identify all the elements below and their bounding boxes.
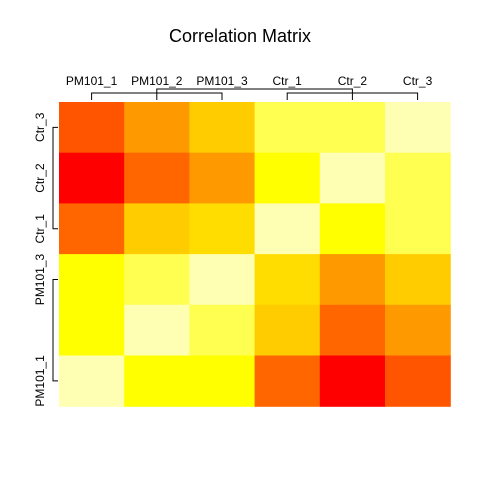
column-label: Ctr_3 <box>403 74 433 88</box>
heatmap-cell-r2-c3 <box>254 203 321 255</box>
column-labels: PM101_1 PM101_2 PM101_3 Ctr_1 Ctr_2 Ctr_3 <box>66 74 433 88</box>
left-dendrogram <box>52 126 58 382</box>
row-labels: Ctr_3 Ctr_2 Ctr_1 PM101_3 PM101_1 <box>33 112 47 406</box>
heatmap-cell-r0-c4 <box>319 102 386 154</box>
column-label: PM101_2 <box>131 74 183 88</box>
heatmap-cell-r4-c2 <box>189 304 256 357</box>
heatmap-cell-r3-c3 <box>254 254 321 306</box>
left-dendrogram-upper-branch <box>52 126 58 230</box>
heatmap-cells <box>59 102 451 407</box>
row-label: Ctr_3 <box>33 112 47 142</box>
heatmap-cell-r0-c5 <box>385 102 451 154</box>
heatmap-cell-r5-c3 <box>254 355 321 407</box>
heatmap-cell-r0-c0 <box>59 102 125 154</box>
heatmap-cell-r3-c4 <box>319 254 386 306</box>
heatmap-cell-r2-c5 <box>385 203 451 255</box>
heatmap-cell-r2-c2 <box>189 203 256 255</box>
column-label: Ctr_1 <box>273 74 303 88</box>
heatmap-cell-r3-c2 <box>189 254 256 306</box>
heatmap-cell-r1-c2 <box>189 152 256 204</box>
heatmap-cell-r2-c0 <box>59 203 125 255</box>
heatmap-cell-r2-c1 <box>124 203 190 255</box>
chart-title: Correlation Matrix <box>169 26 311 46</box>
heatmap-cell-r4-c1 <box>124 304 190 357</box>
left-dendrogram-lower-branch <box>52 278 58 382</box>
heatmap-cell-r0-c2 <box>189 102 256 154</box>
heatmap-cell-r2-c4 <box>319 203 386 255</box>
heatmap-cell-r1-c4 <box>319 152 386 204</box>
heatmap-cell-r5-c0 <box>59 355 125 407</box>
heatmap-cell-r1-c3 <box>254 152 321 204</box>
heatmap-cell-r5-c4 <box>319 355 386 407</box>
heatmap-cell-r5-c5 <box>385 355 451 407</box>
heatmap-cell-r3-c0 <box>59 254 125 306</box>
heatmap-cell-r1-c1 <box>124 152 190 204</box>
column-label: PM101_3 <box>196 74 248 88</box>
heatmap-cell-r5-c1 <box>124 355 190 407</box>
heatmap-cell-r4-c5 <box>385 304 451 357</box>
heatmap-cell-r4-c0 <box>59 304 125 357</box>
row-label: Ctr_1 <box>33 214 47 244</box>
row-label: PM101_3 <box>33 253 47 305</box>
heatmap-cell-r3-c1 <box>124 254 190 306</box>
heatmap-cell-r5-c2 <box>189 355 256 407</box>
column-label: Ctr_2 <box>338 74 368 88</box>
column-label: PM101_1 <box>66 74 118 88</box>
row-label: PM101_1 <box>33 355 47 407</box>
top-dendrogram-root <box>156 88 353 93</box>
heatmap-cell-r0-c1 <box>124 102 190 154</box>
heatmap-cell-r4-c4 <box>319 304 386 357</box>
heatmap-cell-r1-c5 <box>385 152 451 204</box>
heatmap-cell-r3-c5 <box>385 254 451 306</box>
top-dendrogram <box>91 88 419 100</box>
heatmap-cell-r1-c0 <box>59 152 125 204</box>
row-label: Ctr_2 <box>33 163 47 193</box>
heatmap-cell-r4-c3 <box>254 304 321 357</box>
heatmap-cell-r0-c3 <box>254 102 321 154</box>
